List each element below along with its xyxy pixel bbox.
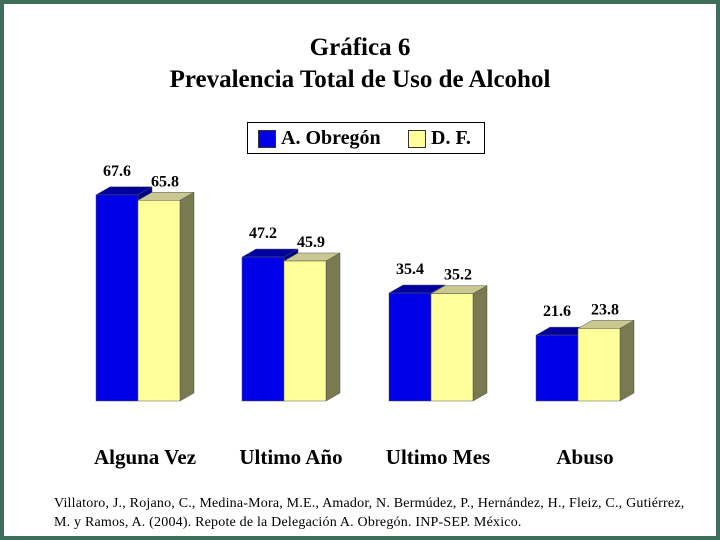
- data-label: 35.4: [396, 261, 424, 278]
- bar: [137, 200, 181, 402]
- bar-side: [325, 252, 341, 402]
- legend-item-df: D. F.: [408, 127, 471, 150]
- legend: A. Obregón D. F.: [247, 122, 485, 154]
- bar: [388, 292, 432, 402]
- slide-frame: Gráfica 6 Prevalencia Total de Uso de Al…: [4, 4, 716, 536]
- category-label: Ultimo Año: [239, 445, 342, 469]
- chart-title: Gráfica 6: [309, 34, 411, 61]
- data-label: 45.9: [297, 234, 325, 251]
- bar-chart: 67.6 65.8 Alguna Vez 47.2 45.9 Ultimo Año 35.4…: [94, 163, 635, 469]
- data-label: 23.8: [591, 301, 619, 318]
- bar: [535, 334, 579, 402]
- data-label: 65.8: [151, 173, 179, 190]
- bar: [241, 256, 285, 402]
- bar-side: [619, 319, 635, 402]
- data-label: 47.2: [249, 225, 277, 242]
- bar: [430, 293, 474, 402]
- bar: [95, 194, 139, 402]
- legend-swatch-a-obregon: [258, 129, 276, 148]
- legend-label-df: D. F.: [431, 127, 471, 149]
- data-label: 35.2: [444, 267, 472, 284]
- bar-side: [179, 191, 195, 402]
- data-label: 67.6: [103, 163, 131, 180]
- chart-subtitle: Prevalencia Total de Uso de Alcohol: [169, 66, 551, 93]
- legend-label-a-obregon: A. Obregón: [281, 127, 381, 149]
- bar-side: [472, 285, 488, 402]
- bar: [577, 328, 621, 402]
- citation-text: Villatoro, J., Rojano, C., Medina-Mora, …: [54, 496, 685, 530]
- category-label: Alguna Vez: [94, 445, 196, 469]
- data-label: 21.6: [543, 303, 571, 320]
- legend-item-a-obregon: A. Obregón: [258, 127, 381, 150]
- category-label: Abuso: [556, 445, 613, 469]
- legend-swatch-df: [408, 129, 426, 148]
- bar: [283, 260, 327, 402]
- category-label: Ultimo Mes: [386, 445, 490, 469]
